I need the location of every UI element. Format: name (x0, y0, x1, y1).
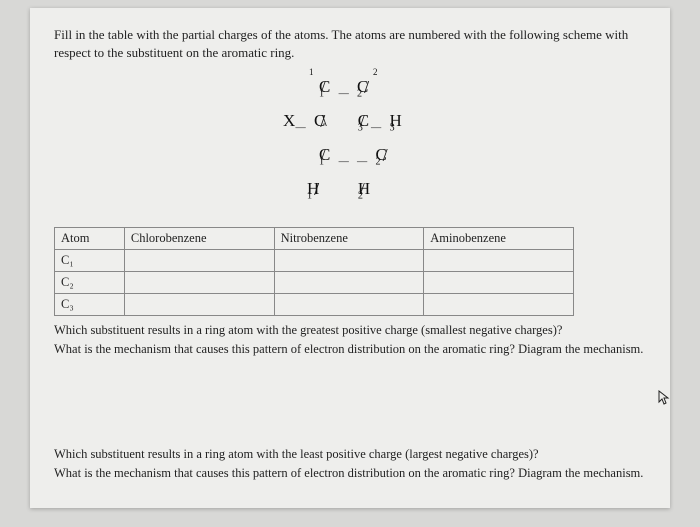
table-row: C₁ (55, 250, 574, 272)
cursor-icon (658, 390, 670, 411)
table-row: C₂ (55, 272, 574, 294)
cell (424, 272, 574, 294)
header-chloro: Chlorobenzene (124, 228, 274, 250)
question-2b: What is the mechanism that causes this p… (54, 465, 646, 482)
header-nitro: Nitrobenzene (274, 228, 424, 250)
header-amino: Aminobenzene (424, 228, 574, 250)
cell (124, 272, 274, 294)
cell (124, 250, 274, 272)
diagram-row-bot: \C1 — — C2/ (319, 145, 383, 167)
charges-table: Atom Chlorobenzene Nitrobenzene Aminoben… (54, 227, 574, 316)
row-c3: C₃ (55, 294, 125, 316)
row-c2: C₂ (55, 272, 125, 294)
cell (124, 294, 274, 316)
question-1a: Which substituent results in a ring atom… (54, 322, 646, 339)
intro-text: Fill in the table with the partial charg… (54, 26, 646, 61)
diagram-row-mid: X — C // \C3 — H3 (283, 111, 397, 133)
ring-diagram: 1 2 \C1 — C2/ X — C // \C3 — H3 \C1 — — … (235, 67, 465, 217)
cell (274, 272, 424, 294)
table-header-row: Atom Chlorobenzene Nitrobenzene Aminoben… (55, 228, 574, 250)
question-1b: What is the mechanism that causes this p… (54, 341, 646, 358)
diagram-row-top: \C1 — C2/ (319, 77, 364, 99)
cell (424, 294, 574, 316)
diagram-num-1: 1 (309, 67, 314, 77)
header-atom: Atom (55, 228, 125, 250)
diagram-num-2: 2 (373, 67, 378, 77)
table-row: C₃ (55, 294, 574, 316)
cell (274, 294, 424, 316)
cell (424, 250, 574, 272)
row-c1: C₁ (55, 250, 125, 272)
answer-space (54, 358, 646, 444)
question-2a: Which substituent results in a ring atom… (54, 446, 646, 463)
diagram-row-h: H1/ \H2 (307, 179, 365, 201)
page: Fill in the table with the partial charg… (30, 8, 670, 508)
cell (274, 250, 424, 272)
